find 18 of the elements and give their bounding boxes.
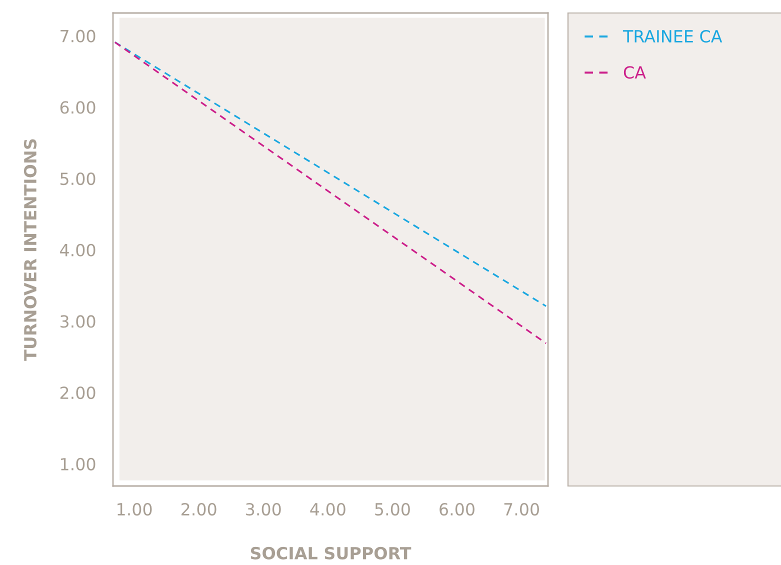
x-tick-label: 1.00 (118, 502, 152, 516)
y-tick-label: 6.00 (60, 101, 96, 114)
x-tick-label: 5.00 (375, 502, 410, 516)
y-tick-label: 2.00 (60, 386, 96, 400)
y-tick-label: 4.00 (60, 244, 96, 256)
x-tick-label: 4.00 (310, 502, 346, 516)
y-tick-label: 3.00 (60, 315, 96, 328)
legend-label: TRAINEE CA (622, 30, 722, 43)
x-axis-title: SOCIAL SUPPORT (250, 546, 412, 560)
y-tick-label: 7.00 (60, 30, 96, 42)
x-tick-label: 3.00 (246, 502, 281, 516)
x-tick-label: 2.00 (182, 502, 216, 516)
x-tick-label: 6.00 (440, 502, 474, 516)
y-axis-title: TURNOVER INTENTIONS (24, 139, 37, 361)
x-tick-label: 7.00 (504, 502, 539, 516)
y-tick-label: 1.00 (61, 458, 96, 470)
y-tick-label: 5.00 (60, 172, 96, 186)
legend-label: CA (624, 66, 646, 79)
